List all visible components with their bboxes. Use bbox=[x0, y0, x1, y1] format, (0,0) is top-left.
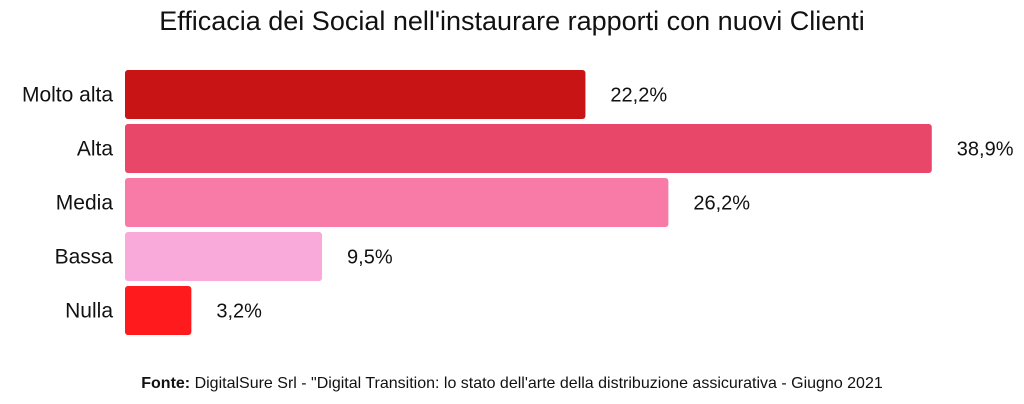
category-label: Media bbox=[56, 192, 114, 215]
bar-bassa bbox=[125, 232, 323, 281]
value-label: 3,2% bbox=[216, 301, 262, 323]
bar-molto-alta bbox=[125, 70, 586, 119]
value-label: 9,5% bbox=[347, 247, 393, 269]
source-label: Fonte: bbox=[141, 375, 191, 392]
category-label: Molto alta bbox=[22, 84, 113, 107]
category-label: Alta bbox=[77, 138, 114, 161]
value-label: 22,2% bbox=[610, 85, 667, 107]
value-label: 26,2% bbox=[693, 193, 750, 215]
source-footer: Fonte: DigitalSure Srl - "Digital Transi… bbox=[0, 375, 1024, 393]
value-label: 38,9% bbox=[957, 139, 1014, 161]
bar-chart: Molto alta 22,2% Alta 38,9% Media 26,2% Bassa 9… bbox=[22, 70, 1014, 335]
bar-media bbox=[125, 178, 669, 227]
category-label: Bassa bbox=[55, 246, 114, 269]
chart-title: Efficacia dei Social nell'instaurare rap… bbox=[159, 6, 865, 36]
source-text: DigitalSure Srl - "Digital Transition: l… bbox=[190, 375, 883, 392]
category-label: Nulla bbox=[65, 300, 113, 323]
bar-alta bbox=[125, 124, 932, 173]
bar-nulla bbox=[125, 286, 192, 335]
